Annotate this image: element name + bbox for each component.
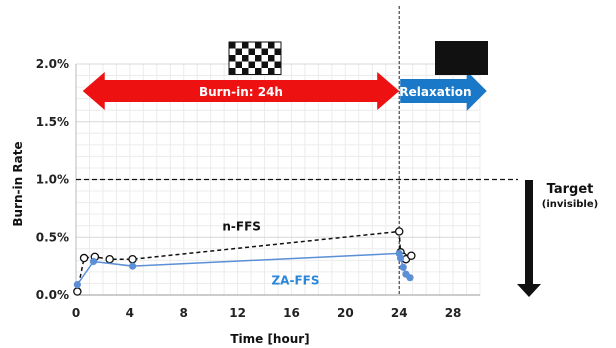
series: n-FFS ZA-FFS xyxy=(73,219,416,296)
series-label: ZA-FFS xyxy=(271,274,319,288)
series-line xyxy=(76,252,411,286)
flag-cell xyxy=(248,55,255,62)
x-axis-title: Time [hour] xyxy=(230,332,309,346)
flag-cell xyxy=(235,68,242,75)
x-tick-label: 20 xyxy=(337,306,354,320)
data-point xyxy=(396,254,405,262)
y-axis-title: Burn-in Rate xyxy=(11,141,25,226)
series-label: n-FFS xyxy=(222,219,261,233)
flag-cell xyxy=(268,55,275,62)
axis-ticks: 0 4 8 12 16 20 24 28 0.0% 0.5% 1.0% 1.5% 2.0% xyxy=(36,57,462,320)
flag-cell xyxy=(242,42,249,49)
flag-cell xyxy=(274,42,281,49)
data-point xyxy=(79,253,89,263)
data-point xyxy=(407,251,416,260)
flag-cell xyxy=(229,68,236,75)
y-tick-label: 0.0% xyxy=(36,288,69,302)
flag-cell xyxy=(261,61,268,68)
flag-cell xyxy=(255,42,262,49)
flag-cell xyxy=(274,48,281,55)
flag-cell xyxy=(255,61,262,68)
flag-cell xyxy=(274,68,281,75)
flag-cell xyxy=(248,48,255,55)
flag-cell xyxy=(268,48,275,55)
flag-cell xyxy=(235,61,242,68)
burnin-arrow xyxy=(82,72,400,110)
flag-border xyxy=(228,41,282,75)
flag-cell xyxy=(261,48,268,55)
flag-cell xyxy=(242,68,249,75)
flag-cell xyxy=(261,68,268,75)
x-tick-label: 0 xyxy=(72,306,80,320)
x-tick-label: 24 xyxy=(391,306,408,320)
flag-cell xyxy=(229,55,236,62)
flag-cell xyxy=(235,48,242,55)
target-down-arrow xyxy=(517,180,541,297)
flag-cell xyxy=(268,42,275,49)
x-tick-label: 16 xyxy=(283,306,300,320)
flag-cell xyxy=(235,55,242,62)
y-tick-label: 0.5% xyxy=(36,230,69,244)
target-sublabel: (invisible) xyxy=(542,199,598,210)
flag-cell xyxy=(274,61,281,68)
annotations: Burn-in: 24h Relaxation xyxy=(76,6,541,297)
flag-cell xyxy=(242,55,249,62)
flag-cell xyxy=(274,55,281,62)
flag-cell xyxy=(261,55,268,62)
target-label: Target xyxy=(547,182,594,197)
series-n-ffs: n-FFS xyxy=(73,219,416,296)
data-point xyxy=(73,281,81,289)
burnin-arrow-label: Burn-in: 24h xyxy=(199,85,283,99)
data-point xyxy=(128,262,137,270)
flag-cell xyxy=(248,61,255,68)
x-tick-label: 4 xyxy=(126,306,134,320)
flag-cell xyxy=(255,68,262,75)
flag-cell xyxy=(229,61,236,68)
flag-cell xyxy=(235,42,242,49)
flag-cell xyxy=(242,48,249,55)
flag-cell xyxy=(268,61,275,68)
checkered-flag-icon xyxy=(228,41,282,75)
black-flag-icon xyxy=(435,41,488,75)
y-tick-label: 1.0% xyxy=(36,173,69,187)
y-tick-label: 1.5% xyxy=(36,115,69,129)
x-tick-label: 8 xyxy=(180,306,188,320)
flag-cell xyxy=(255,48,262,55)
data-point xyxy=(394,227,404,236)
data-point xyxy=(128,254,137,264)
flag-cell xyxy=(255,55,262,62)
data-point xyxy=(105,254,114,264)
x-tick-label: 12 xyxy=(229,306,246,320)
series-za-ffs: ZA-FFS xyxy=(73,249,414,289)
flag-cell xyxy=(248,68,255,75)
data-point xyxy=(406,274,414,282)
relaxation-arrow xyxy=(400,71,487,111)
flag-cell xyxy=(248,42,255,49)
data-point xyxy=(73,287,82,296)
data-point xyxy=(89,257,98,266)
relaxation-arrow-label: Relaxation xyxy=(399,85,471,99)
flag-cell xyxy=(261,42,268,49)
x-tick-label: 28 xyxy=(445,306,462,320)
y-tick-label: 2.0% xyxy=(36,57,69,71)
flag-cell xyxy=(268,68,275,75)
flag-cell xyxy=(242,61,249,68)
data-point xyxy=(399,263,407,271)
flag-cell xyxy=(229,48,236,55)
flag-cell xyxy=(229,42,236,49)
